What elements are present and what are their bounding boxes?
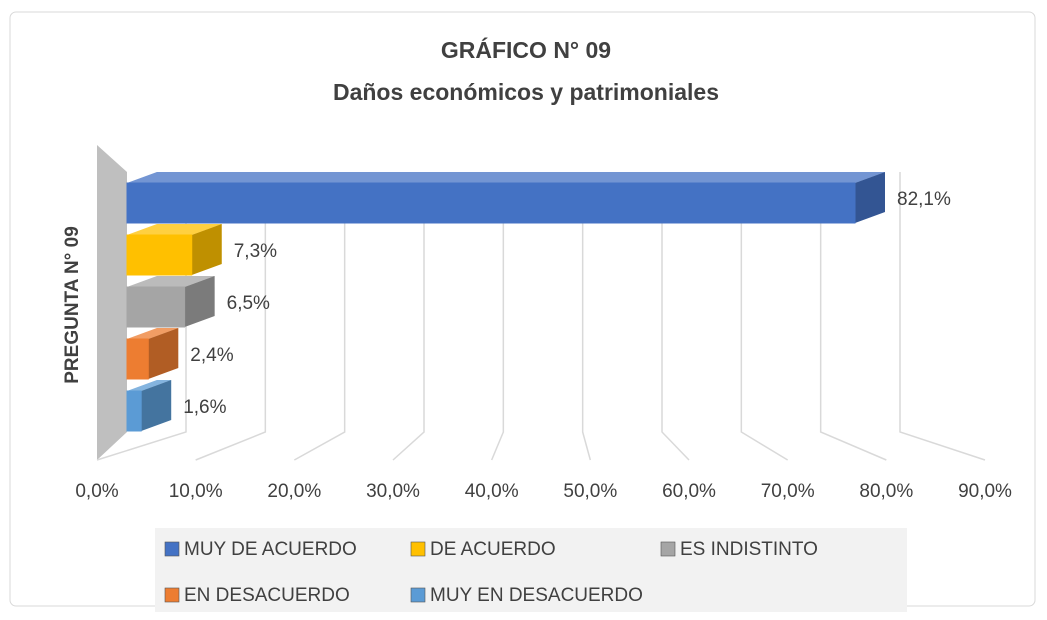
grid-line xyxy=(195,172,267,461)
legend-label: DE ACUERDO xyxy=(430,539,556,560)
bar-side xyxy=(184,276,215,327)
bar xyxy=(126,338,149,380)
legend-swatch xyxy=(410,541,426,557)
chart-title: GRÁFICO N° 09 xyxy=(441,36,611,63)
x-tick-label: 20,0% xyxy=(267,481,321,502)
x-tick-label: 40,0% xyxy=(465,481,519,502)
legend-swatch xyxy=(164,587,180,603)
bar xyxy=(126,390,142,432)
bar-side xyxy=(148,328,179,379)
legend-label: MUY DE ACUERDO xyxy=(184,539,357,560)
bar-side xyxy=(191,224,222,275)
side-wall xyxy=(97,145,127,460)
category-label: PREGUNTA N° 09 xyxy=(62,226,83,384)
bar-side-shade xyxy=(855,172,885,223)
bar-top xyxy=(127,380,172,391)
grid-line xyxy=(661,172,690,461)
grid-line xyxy=(740,172,789,461)
bar-top xyxy=(127,276,215,287)
value-label: 1,6% xyxy=(183,397,226,418)
x-tick-label: 50,0% xyxy=(563,481,617,502)
bar-top-shade xyxy=(127,224,222,235)
bar-top xyxy=(127,224,222,235)
legend-label: ES INDISTINTO xyxy=(680,539,818,560)
grid-line xyxy=(819,172,887,461)
bar-top-shade xyxy=(127,380,172,391)
bar-top-shade xyxy=(127,172,885,183)
chart-subtitle: Daños económicos y patrimoniales xyxy=(333,79,719,105)
bar-top xyxy=(127,328,179,339)
grid-line xyxy=(293,172,346,461)
bar-side xyxy=(141,380,172,431)
grid-line xyxy=(392,172,425,461)
x-tick-label: 60,0% xyxy=(662,481,716,502)
bar-top xyxy=(127,172,885,183)
grid-line xyxy=(899,172,986,461)
x-tick-label: 30,0% xyxy=(366,481,420,502)
bar-side-shade xyxy=(141,380,172,431)
legend-swatch xyxy=(164,541,180,557)
x-tick-label: 70,0% xyxy=(761,481,815,502)
legend-swatch xyxy=(410,587,426,603)
value-label: 2,4% xyxy=(190,345,233,366)
bar-side-shade xyxy=(184,276,215,327)
legend-label: EN DESACUERDO xyxy=(184,585,350,606)
value-label: 7,3% xyxy=(234,241,277,262)
value-label: 82,1% xyxy=(897,189,951,210)
grid-line xyxy=(490,172,505,461)
x-tick-label: 0,0% xyxy=(75,481,118,502)
x-tick-label: 80,0% xyxy=(859,481,913,502)
bar-side-shade xyxy=(191,224,222,275)
bar-side-shade xyxy=(148,328,179,379)
x-tick-label: 90,0% xyxy=(958,481,1012,502)
legend-label: MUY EN DESACUERDO xyxy=(430,585,643,606)
bar-side xyxy=(855,172,885,223)
bar xyxy=(126,286,186,328)
x-tick-label: 10,0% xyxy=(169,481,223,502)
bar xyxy=(126,234,193,276)
grid-line xyxy=(581,172,592,461)
legend-swatch xyxy=(660,541,676,557)
value-label: 6,5% xyxy=(227,293,270,314)
bar-top-shade xyxy=(127,276,215,287)
bar-top-shade xyxy=(127,328,179,339)
legend-box xyxy=(155,528,907,612)
bar xyxy=(126,182,856,224)
